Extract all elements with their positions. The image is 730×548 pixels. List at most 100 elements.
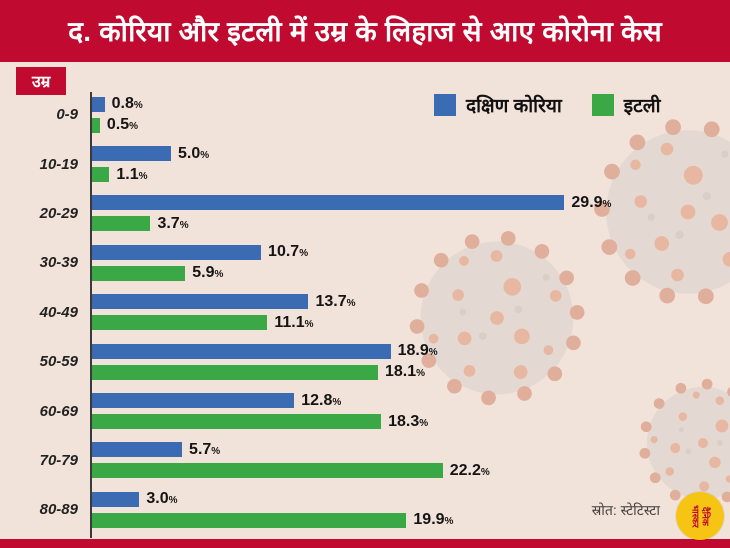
value-label: 12.8% [301, 391, 342, 409]
source-text: स्रोत: स्टेटिस्टा [591, 502, 660, 518]
value-label: 5.0% [178, 144, 210, 162]
bar-line: 5.7% [92, 440, 730, 458]
legend-item-south-korea: दक्षिण कोरिया [434, 92, 562, 118]
logo-text-line: दैनिक [700, 506, 711, 526]
bar-group: 5.7% 22.2% [90, 436, 730, 485]
value-label: 0.8% [111, 95, 143, 113]
legend-label-italy: इटली [623, 96, 661, 117]
bar-row: 30-39 10.7% 5.9% [0, 238, 730, 287]
value-label: 5.9% [192, 264, 224, 282]
bar-line: 5.0% [92, 144, 730, 162]
korea-color-swatch [434, 94, 456, 116]
bar-line: 29.9% [92, 193, 730, 211]
value-label: 3.0% [146, 490, 178, 508]
italy-bar [92, 315, 268, 331]
value-label: 11.1% [274, 313, 314, 331]
italy-bar [92, 265, 186, 281]
logo-text-line: भास्कर [689, 504, 700, 528]
bar-line: 13.7% [92, 292, 730, 310]
bar-row: 40-49 13.7% 11.1% [0, 288, 730, 337]
value-label: 18.9% [397, 342, 438, 360]
bar-line: 18.9% [92, 342, 730, 360]
bar-row: 10-19 5.0% 1.1% [0, 139, 730, 188]
chart-rows: 0-9 0.8% 0.5% 10-19 5.0% 1.1% 20-29 29.9% 3.7% 30… [0, 90, 730, 535]
value-label: 18.1% [384, 363, 426, 381]
legend-label-korea: दक्षिण कोरिया [466, 96, 562, 117]
value-label: 22.2% [449, 461, 490, 479]
page-title: द. कोरिया और इटली में उम्र के लिहाज से आ… [68, 16, 662, 47]
value-label: 3.7% [157, 214, 189, 232]
age-axis-badge: उम्र [16, 67, 67, 95]
bar-line: 5.9% [92, 264, 730, 282]
value-label: 1.1% [116, 165, 148, 183]
bar-group: 18.9% 18.1% [90, 337, 730, 386]
age-label: 70-79 [39, 451, 78, 469]
south-korea-bar [92, 343, 391, 359]
legend: दक्षिण कोरिया इटली [434, 92, 661, 118]
value-label: 0.5% [106, 116, 139, 134]
bar-line: 18.3% [92, 412, 730, 430]
age-label: 20-29 [39, 204, 78, 222]
south-korea-bar [92, 294, 309, 310]
legend-item-italy: इटली [591, 92, 661, 118]
bar-row: 0-9 0.8% 0.5% [0, 90, 730, 139]
south-korea-bar [92, 393, 295, 409]
bar-line: 19.9% [92, 511, 730, 529]
south-korea-bar [92, 491, 140, 507]
italy-bar [92, 364, 378, 380]
south-korea-bar [92, 244, 262, 260]
bar-line: 3.7% [92, 214, 730, 232]
age-label: 10-19 [39, 155, 78, 173]
bar-line: 22.2% [92, 461, 730, 479]
italy-bar [92, 216, 151, 232]
age-label: 30-39 [39, 254, 78, 272]
italy-color-swatch [591, 94, 614, 116]
italy-bar [92, 117, 100, 133]
bar-line: 11.1% [92, 313, 730, 331]
bar-row: 60-69 12.8% 18.3% [0, 386, 730, 435]
bar-line: 1.1% [92, 165, 730, 183]
italy-bar [92, 414, 382, 430]
south-korea-bar [92, 96, 105, 112]
title-bar: द. कोरिया और इटली में उम्र के लिहाज से आ… [0, 0, 730, 62]
value-label: 19.9% [413, 511, 454, 529]
south-korea-bar [92, 442, 183, 458]
bar-row: 20-29 29.9% 3.7% [0, 189, 730, 238]
italy-bar [92, 167, 110, 183]
bar-line: 0.5% [92, 116, 730, 134]
bar-line: 3.0% [92, 490, 730, 508]
south-korea-bar [92, 146, 171, 162]
bar-line: 10.7% [92, 243, 730, 261]
bar-group: 12.8% 18.3% [90, 386, 730, 435]
dainik-bhaskar-logo: दैनिक भास्कर [676, 492, 724, 540]
bar-group: 0.8% 0.5% [90, 90, 730, 139]
value-label: 10.7% [268, 243, 309, 261]
bar-line: 0.8% [92, 95, 730, 113]
age-label: 40-49 [39, 303, 78, 321]
italy-bar [92, 512, 407, 528]
bar-group: 10.7% 5.9% [90, 238, 730, 287]
bar-row: 50-59 18.9% 18.1% [0, 337, 730, 386]
value-label: 29.9% [571, 193, 612, 211]
bar-group: 29.9% 3.7% [90, 189, 730, 238]
age-label: 50-59 [39, 353, 78, 371]
age-label: 60-69 [39, 402, 78, 420]
bar-row: 70-79 5.7% 22.2% [0, 436, 730, 485]
bar-group: 3.0% 19.9% [90, 485, 730, 534]
bottom-strip [0, 539, 730, 548]
age-label: 0-9 [56, 106, 78, 124]
bar-line: 12.8% [92, 391, 730, 409]
bar-line: 18.1% [92, 363, 730, 381]
value-label: 13.7% [315, 292, 356, 310]
bar-group: 5.0% 1.1% [90, 139, 730, 188]
value-label: 5.7% [189, 440, 221, 458]
logo-text: दैनिक भास्कर [689, 504, 711, 528]
south-korea-bar [92, 195, 565, 211]
y-axis-line [90, 92, 92, 538]
bar-group: 13.7% 11.1% [90, 288, 730, 337]
bar-row: 80-89 3.0% 19.9% [0, 485, 730, 534]
age-label: 80-89 [39, 501, 78, 519]
italy-bar [92, 463, 443, 479]
value-label: 18.3% [388, 412, 429, 430]
